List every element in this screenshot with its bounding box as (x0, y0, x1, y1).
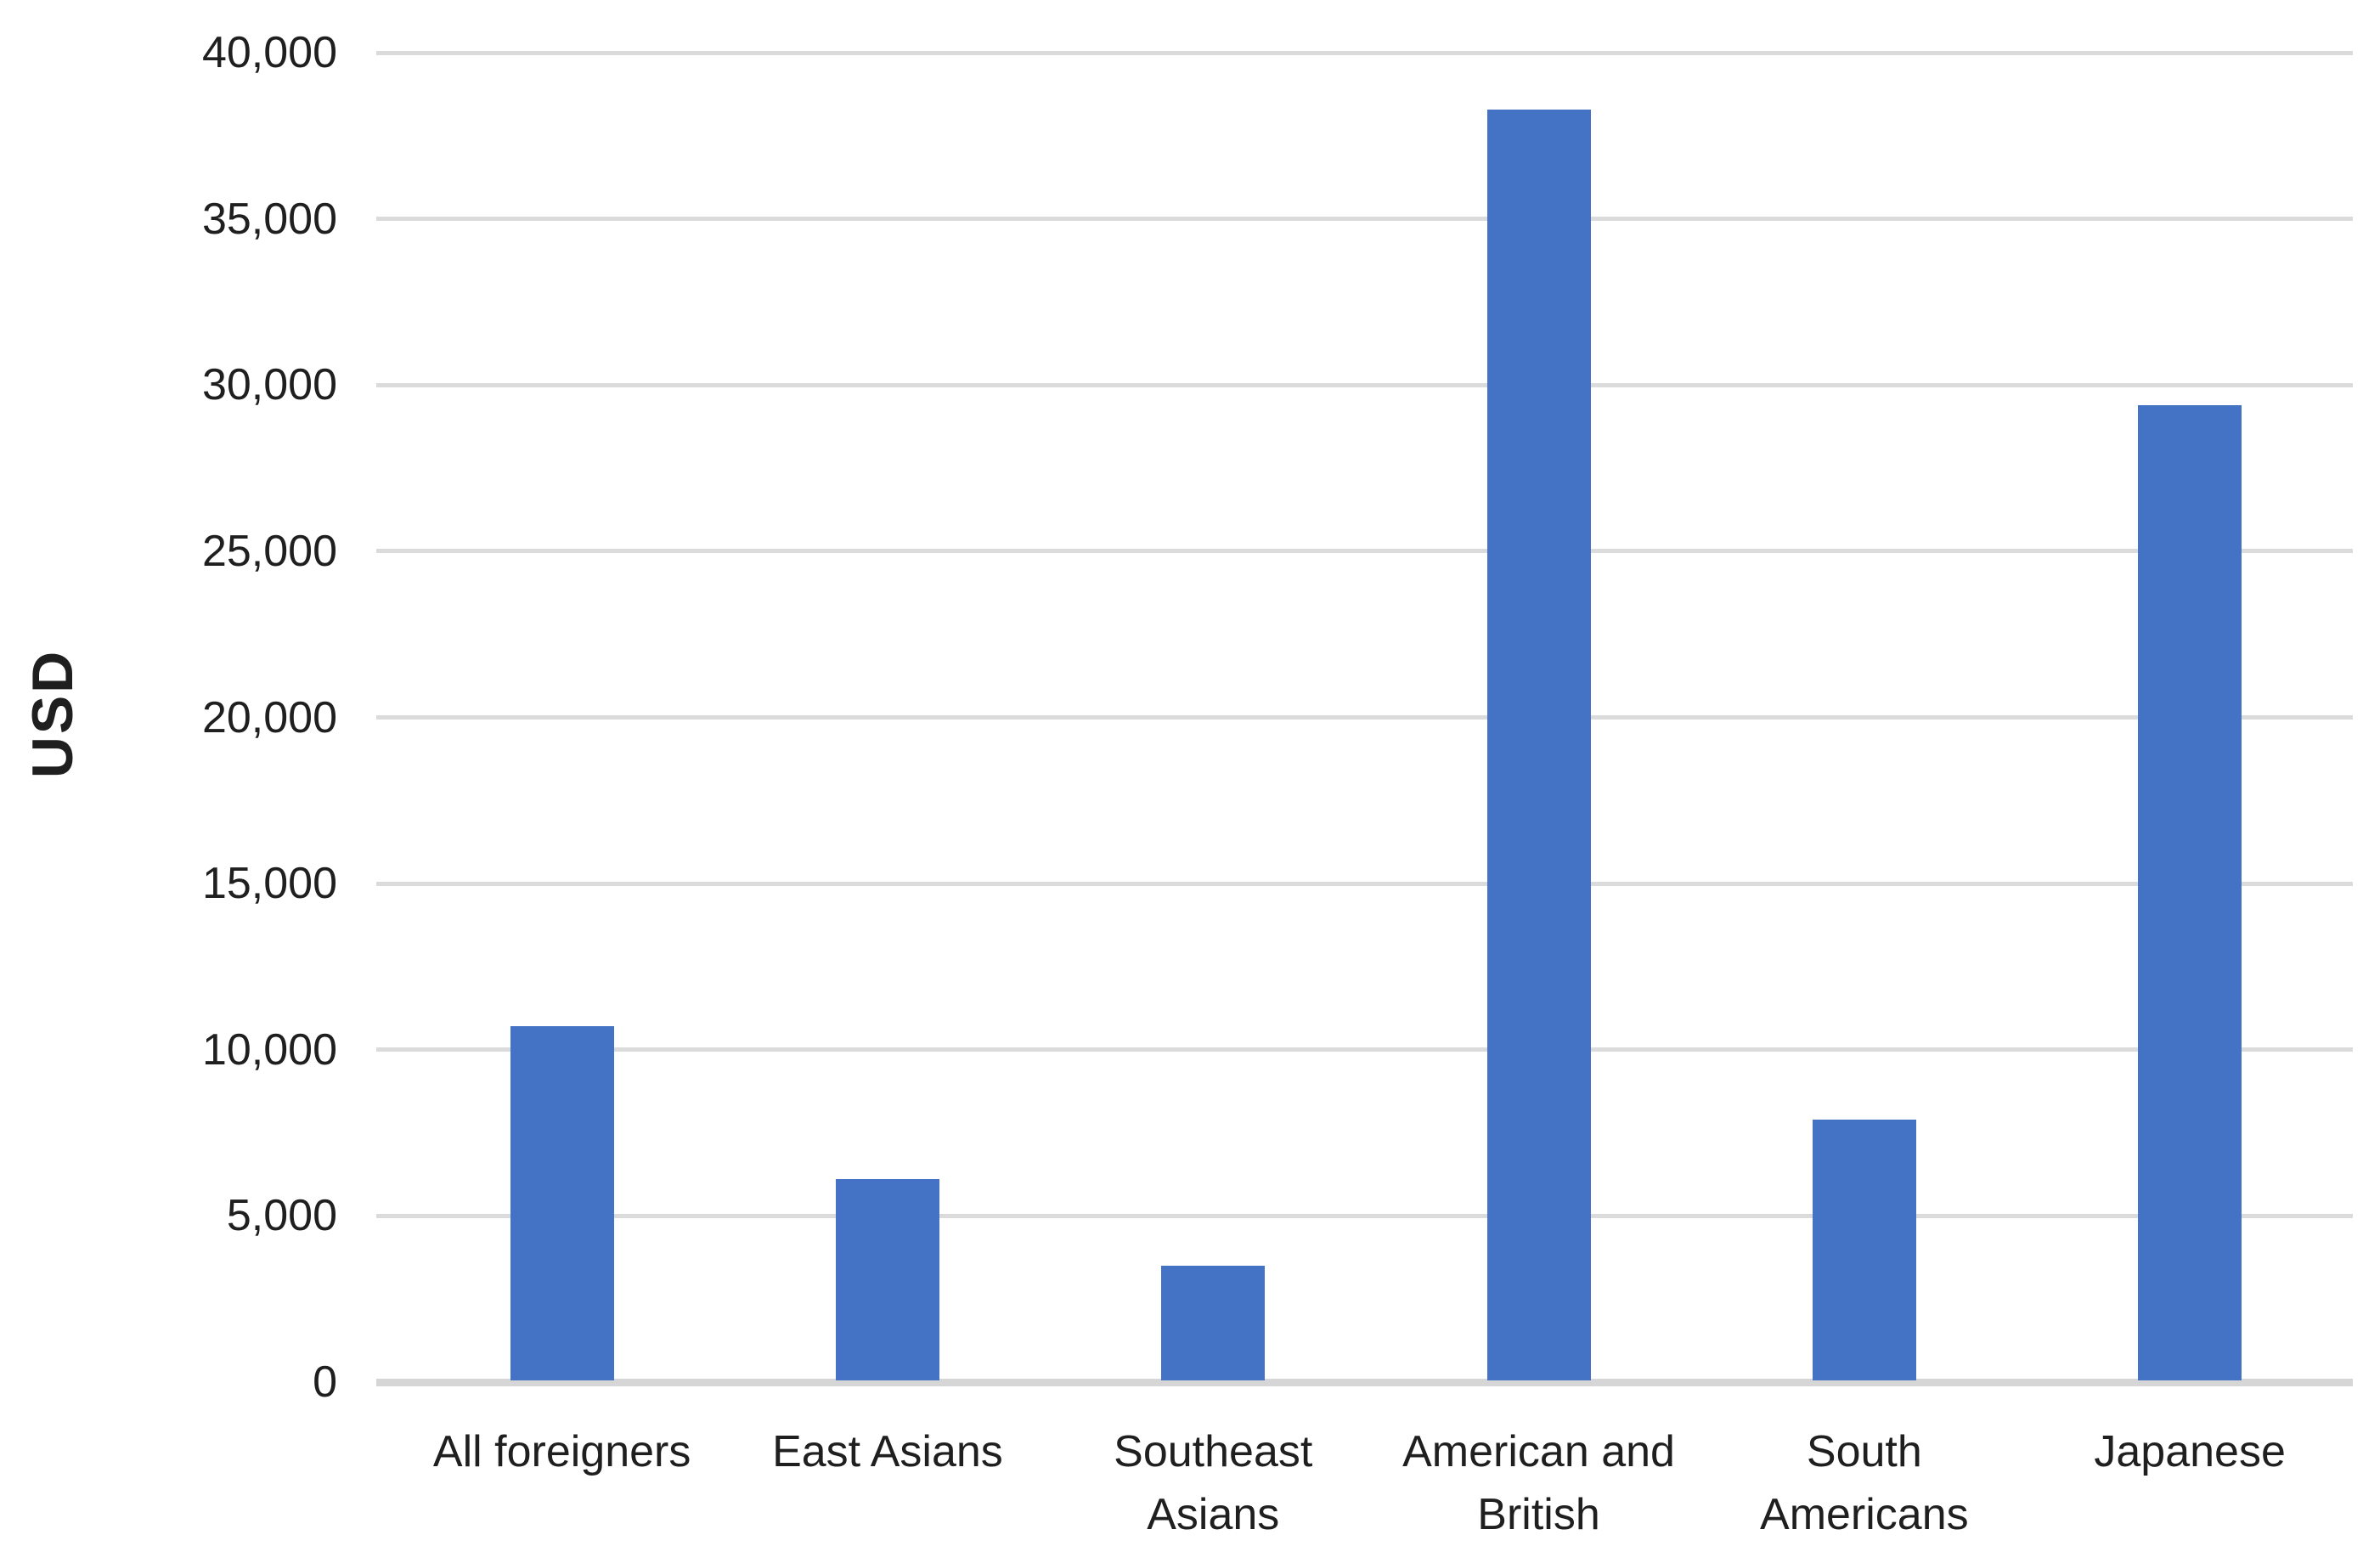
bar-3 (1486, 109, 1591, 1380)
x-axis-line (376, 1379, 2353, 1386)
x-axis-category-label: American and British (1402, 1427, 1675, 1539)
gridline (376, 50, 2353, 55)
y-axis-tick-label: 25,000 (201, 526, 337, 576)
bar-2 (1161, 1266, 1266, 1380)
gridline (376, 881, 2353, 886)
y-axis-title: USD (20, 648, 85, 779)
y-axis-tick-label: 20,000 (201, 692, 337, 742)
y-axis-tick-label: 30,000 (201, 360, 337, 410)
bar-4 (1812, 1119, 1916, 1380)
x-axis-category-label: East Asians (772, 1427, 1003, 1476)
bar-0 (510, 1026, 614, 1380)
x-axis-category-label: All foreigners (432, 1427, 691, 1476)
gridline (376, 549, 2353, 554)
gridline (376, 382, 2353, 387)
x-axis-category-label: Japanese (2094, 1427, 2286, 1476)
bar-1 (835, 1179, 939, 1380)
gridline (376, 1213, 2353, 1218)
gridline (376, 715, 2353, 720)
y-axis-tick-label: 5,000 (226, 1191, 337, 1241)
gridline (376, 217, 2353, 222)
gridline (376, 1047, 2353, 1053)
y-axis-tick-label: 10,000 (201, 1024, 337, 1075)
y-axis-tick-label: 35,000 (201, 194, 337, 244)
y-axis-tick-label: 15,000 (201, 859, 337, 909)
y-axis-tick-label: 40,000 (201, 28, 337, 77)
y-axis-tick-label: 0 (313, 1357, 337, 1407)
x-axis-category-label: Southeast Asians (1114, 1427, 1313, 1539)
bar-5 (2138, 404, 2242, 1380)
x-axis-category-label: South Americans (1760, 1427, 1969, 1539)
